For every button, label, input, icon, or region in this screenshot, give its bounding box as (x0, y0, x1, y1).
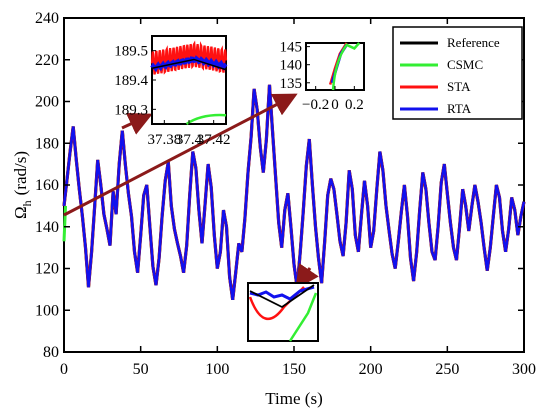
inset-top-left-curves (150, 40, 228, 126)
inset-top-left-x-tick-label: 37.38 (147, 132, 181, 148)
y-tick-label: 100 (35, 302, 59, 319)
inset-top-left-x-tick-label: 37.4 (176, 132, 203, 148)
x-tick-label: 150 (282, 361, 306, 378)
x-tick-label: 100 (205, 361, 229, 378)
y-tick-label: 160 (35, 177, 59, 194)
y-axis-label-unit: (rad/s) (11, 151, 30, 195)
series-rta-line (62, 84, 526, 300)
x-tick-label: 0 (60, 361, 68, 378)
series-csmc-line (62, 205, 68, 242)
y-tick-label: 80 (43, 344, 59, 361)
inset-top-right: −0.2 0 0.2 135 140 145 (280, 40, 365, 113)
inset-top-right-y-tick-label: 140 (280, 58, 303, 74)
inset-top-left-x-tick-label: 37.42 (197, 132, 231, 148)
legend-label-sta: STA (447, 79, 471, 94)
inset-top-right-y-tick-label: 135 (280, 76, 303, 92)
inset-top-right-x-tick-label: −0.2 (302, 97, 329, 113)
legend-label-csmc: CSMC (447, 57, 483, 72)
legend: Reference CSMC STA RTA (392, 26, 523, 120)
inset-top-right-x-tick-label: 0.2 (345, 97, 364, 113)
y-tick-label: 200 (35, 94, 59, 111)
inset-top-left-y-tick-label: 189.4 (114, 73, 148, 89)
y-tick-label: 240 (35, 10, 59, 27)
y-axis-label-sub: h (20, 200, 34, 206)
y-axis: 80 100 120 140 160 180 200 220 240 (35, 10, 524, 361)
inset-bottom-rta-line (249, 285, 315, 301)
inset-top-right-x-tick-label: 0 (331, 97, 339, 113)
inset-bottom-csmc-line (288, 292, 318, 342)
inset-top-right-y-tick-label: 145 (280, 40, 303, 56)
x-tick-label: 200 (359, 361, 383, 378)
inset-top-right-ticks: −0.2 0 0.2 135 140 145 (280, 40, 364, 113)
x-tick-label: 250 (435, 361, 459, 378)
y-tick-label: 140 (35, 219, 59, 236)
legend-label-rta: RTA (447, 101, 472, 116)
inset-top-right-curves (328, 42, 361, 91)
arrow-to-top-right-inset (63, 93, 298, 217)
x-tick-label: 50 (133, 361, 149, 378)
y-tick-label: 180 (35, 135, 59, 152)
y-tick-label: 120 (35, 261, 59, 278)
inset-bottom (247, 282, 319, 342)
inset-top-left-y-tick-label: 189.3 (114, 102, 148, 118)
inset-top-right-csmc-line (331, 42, 361, 91)
inset-top-left-reference-line (151, 58, 227, 71)
x-tick-label: 300 (512, 361, 536, 378)
x-axis: 0 50 100 150 200 250 300 (60, 18, 536, 378)
inset-bottom-frame (247, 282, 319, 342)
inset-bottom-sta-line (248, 286, 305, 320)
inset-bottom-reference-line (249, 284, 315, 309)
inset-top-left-y-tick-label: 189.5 (114, 44, 148, 60)
y-axis-label: Ωh (rad/s) (11, 151, 34, 219)
x-axis-label: Time (s) (265, 389, 322, 408)
legend-label-reference: Reference (447, 35, 500, 50)
main-curve-group (62, 84, 526, 301)
arrow-to-top-left-inset (121, 112, 153, 135)
svg-text:Ωh(rad/s): Ωh (rad/s) (11, 151, 34, 219)
y-tick-label: 220 (35, 52, 59, 69)
y-axis-label-symbol: Ω (11, 206, 30, 219)
inset-bottom-curves (248, 284, 318, 342)
